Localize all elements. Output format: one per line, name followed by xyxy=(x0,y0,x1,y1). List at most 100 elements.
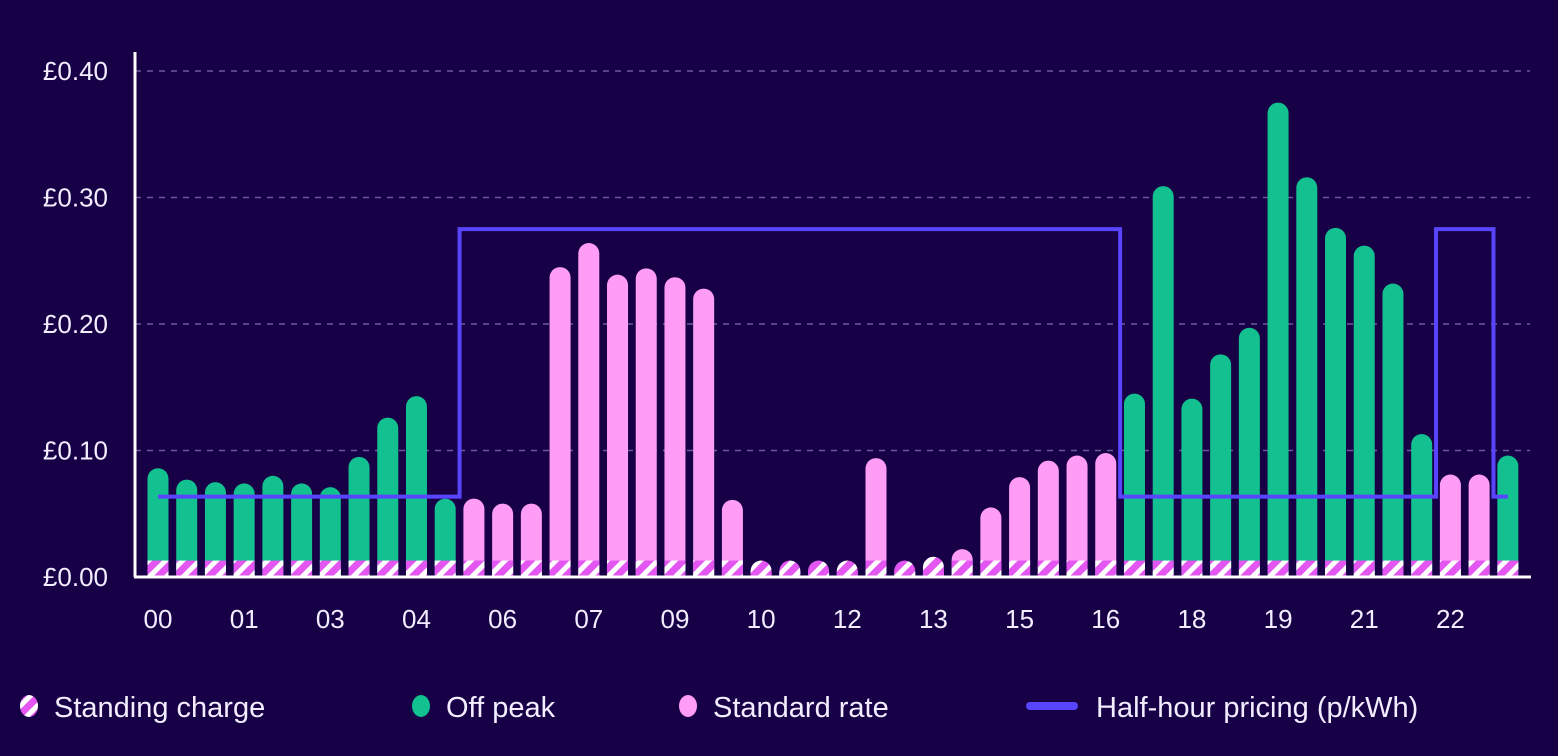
off-peak-bar xyxy=(1325,227,1347,578)
x-tick-label: 15 xyxy=(1005,604,1034,634)
standing-charge-segment xyxy=(664,560,686,577)
legend-item-standard-rate[interactable]: Standard rate xyxy=(679,692,889,724)
off-peak-bar xyxy=(319,487,341,577)
x-tick-label: 03 xyxy=(316,604,345,634)
standing-charge-segment xyxy=(578,560,600,577)
off-peak-bar xyxy=(176,479,198,577)
x-tick-label: 19 xyxy=(1264,604,1293,634)
y-tick-label: £0.30 xyxy=(43,183,108,213)
axes xyxy=(133,52,1531,579)
x-axis-ticks: 00 01 03 04 06 07 09 10 12 13 15 16 18 19 21 22 xyxy=(144,604,1465,634)
standing-charge-segment xyxy=(1152,560,1174,577)
off-peak-bar xyxy=(1238,327,1260,577)
legend-item-standing-charge[interactable]: Standing charge xyxy=(20,692,265,724)
standard-rate-bar xyxy=(1468,474,1490,577)
standard-rate-bar xyxy=(1439,474,1461,577)
standing-charge-segment xyxy=(233,560,255,577)
standing-charge-bar xyxy=(779,560,801,577)
off-peak-bar xyxy=(1353,245,1375,578)
legend-item-off-peak[interactable]: Off peak xyxy=(412,692,556,724)
standing-charge-segment xyxy=(377,560,399,577)
standing-charge-segment xyxy=(348,560,370,577)
legend-label: Half-hour pricing (p/kWh) xyxy=(1096,692,1418,724)
standard-rate-bar xyxy=(463,498,485,577)
x-tick-label: 00 xyxy=(144,604,173,634)
standard-rate-bar xyxy=(1095,453,1117,577)
y-axis-ticks: £0.00 £0.10 £0.20 £0.30 £0.40 xyxy=(43,56,108,592)
standing-charge-segment xyxy=(1296,560,1318,577)
standard-rate-bar xyxy=(492,503,514,577)
standard-rate-swatch xyxy=(679,695,697,717)
half-hour-pricing-line xyxy=(158,227,1508,499)
standing-charge-bar xyxy=(836,560,858,577)
x-tick-label: 12 xyxy=(833,604,862,634)
standing-charge-segment xyxy=(607,560,629,577)
x-tick-label: 09 xyxy=(660,604,689,634)
standing-charge-segment xyxy=(1325,560,1347,577)
standing-charge-bar xyxy=(808,560,830,577)
standing-charge-segment xyxy=(980,560,1002,577)
off-peak-bar xyxy=(434,498,456,577)
legend-label: Standing charge xyxy=(54,692,265,724)
standing-charge-segment xyxy=(262,560,284,577)
off-peak-bar xyxy=(1497,455,1519,577)
off-peak-swatch xyxy=(412,695,430,717)
off-peak-bar xyxy=(1123,393,1145,577)
off-peak-bar xyxy=(1210,354,1232,577)
x-tick-label: 22 xyxy=(1436,604,1465,634)
off-peak-bar xyxy=(233,483,255,577)
standing-charge-segment xyxy=(1037,560,1059,577)
standing-charge-segment xyxy=(405,560,427,577)
standard-rate-bar xyxy=(1037,460,1059,577)
standing-charge-segment xyxy=(204,560,226,577)
standing-charge-segment xyxy=(635,560,657,577)
standing-charge-segment xyxy=(1210,560,1232,577)
off-peak-bar xyxy=(262,475,284,577)
pricing-line xyxy=(158,227,1508,499)
standard-rate-bar xyxy=(721,499,743,577)
off-peak-bar xyxy=(291,483,313,577)
standing-charge-segment xyxy=(549,560,571,577)
standing-charge-segment xyxy=(951,560,973,577)
off-peak-bar xyxy=(1382,283,1404,577)
off-peak-bar xyxy=(405,396,427,577)
standing-charge-segment xyxy=(291,560,313,577)
standing-charge-segment xyxy=(463,560,485,577)
standard-rate-bar xyxy=(865,458,887,577)
standing-charge-segment xyxy=(1066,560,1088,577)
standing-charge-segment xyxy=(176,560,198,577)
standing-charge-segment xyxy=(434,560,456,577)
legend-label: Standard rate xyxy=(713,692,889,724)
off-peak-bar xyxy=(204,482,226,577)
standing-charge-segment xyxy=(520,560,542,577)
y-tick-label: £0.40 xyxy=(43,56,108,86)
standing-charge-segment xyxy=(721,560,743,577)
standard-rate-bar xyxy=(980,507,1002,577)
x-tick-label: 04 xyxy=(402,604,431,634)
x-tick-label: 18 xyxy=(1177,604,1206,634)
standing-charge-segment xyxy=(1353,560,1375,577)
standing-charge-segment xyxy=(693,560,715,577)
standing-charge-segment xyxy=(1411,560,1433,577)
standing-charge-swatch xyxy=(20,695,38,717)
standing-charge-segment xyxy=(1468,560,1490,577)
standard-rate-bar xyxy=(1066,455,1088,577)
standard-rate-bar xyxy=(1009,477,1031,577)
off-peak-bar xyxy=(1181,398,1203,577)
standard-rate-bar xyxy=(520,503,542,577)
off-peak-bar xyxy=(1296,177,1318,577)
legend-item-half-hour-pricing[interactable]: Half-hour pricing (p/kWh) xyxy=(1026,692,1418,724)
x-tick-label: 21 xyxy=(1350,604,1379,634)
standard-rate-bar xyxy=(549,267,571,577)
standing-charge-segment xyxy=(1267,560,1289,577)
standing-charge-segment xyxy=(1123,560,1145,577)
standing-charge-segment xyxy=(1095,560,1117,577)
standing-charge-segment xyxy=(1382,560,1404,577)
standing-charge-segment xyxy=(865,560,887,577)
standing-charge-bar xyxy=(922,556,944,577)
off-peak-bar xyxy=(1411,434,1433,577)
standard-rate-bar xyxy=(693,288,715,577)
standard-rate-bar xyxy=(578,243,600,578)
gridlines xyxy=(135,70,1530,452)
standing-charge-segment xyxy=(1009,560,1031,577)
